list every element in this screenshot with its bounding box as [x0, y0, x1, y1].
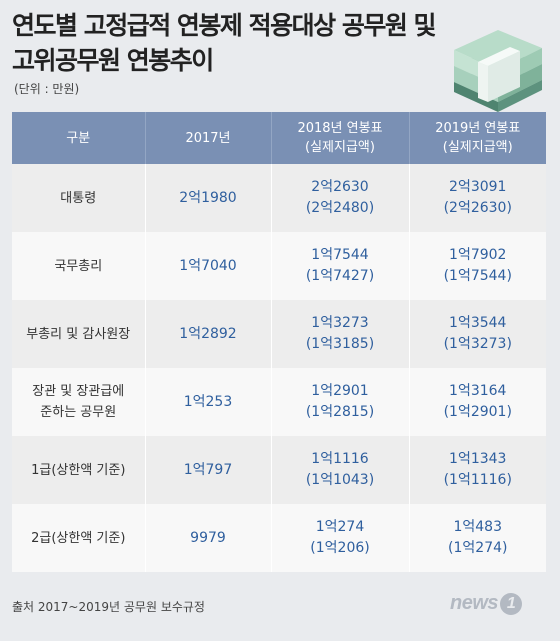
cell-2019: 1억3544 (1억3273)	[408, 300, 546, 368]
cell-2018: 1억2901 (1억2815)	[270, 368, 409, 436]
salary-table: 구분 2017년 2018년 연봉표 (실제지급액) 2019년 연봉표 (실제…	[12, 112, 546, 572]
cell-2018: 1억7544 (1억7427)	[270, 232, 409, 300]
cell-2018: 2억2630 (2억2480)	[270, 164, 409, 232]
cell-2018: 1억274 (1억206)	[270, 504, 409, 572]
page-title: 연도별 고정급적 연봉제 적용대상 공무원 및 고위공무원 연봉추이	[12, 8, 437, 78]
table-row: 부총리 및 감사원장 1억2892 1억3273 (1억3185) 1억3544(…	[12, 300, 546, 368]
row-label: 국무총리	[12, 232, 145, 300]
unit-label: (단위 : 만원)	[14, 82, 80, 96]
header-2017: 2017년	[144, 112, 271, 164]
money-stack-icon	[454, 30, 542, 112]
table-row: 장관 및 장관급에 준하는 공무원 1억253 1억2901 (1억2815) 1억…	[12, 368, 546, 436]
cell-2017: 1억2892	[144, 300, 271, 368]
header-category: 구분	[12, 112, 145, 164]
table-row: 2급(상한액 기준) 9979 1억274 (1억206) 1억483 (1억274…	[12, 504, 546, 572]
row-label: 대통령	[12, 164, 145, 232]
cell-2019: 1억1343 (1억1116)	[408, 436, 546, 504]
header-2019: 2019년 연봉표 (실제지급액)	[408, 112, 546, 164]
cell-2019: 1억3164 (1억2901)	[408, 368, 546, 436]
row-label: 장관 및 장관급에 준하는 공무원	[12, 368, 145, 436]
cell-2017: 1억797	[144, 436, 271, 504]
cell-2019: 2억3091 (2억2630)	[408, 164, 546, 232]
title-line-1: 연도별 고정급적 연봉제 적용대상 공무원 및	[12, 11, 437, 40]
source-note: 출처 2017~2019년 공무원 보수규정	[12, 600, 205, 614]
cell-2018: 1억1116 (1억1043)	[270, 436, 409, 504]
title-line-2: 고위공무원 연봉추이	[12, 46, 214, 75]
row-label: 부총리 및 감사원장	[12, 300, 145, 368]
row-label: 1급(상한액 기준)	[12, 436, 145, 504]
cell-2018: 1억3273 (1억3185)	[270, 300, 409, 368]
cell-2017: 2억1980	[144, 164, 271, 232]
news1-logo: news 1	[450, 592, 523, 615]
cell-2017: 1억253	[144, 368, 271, 436]
cell-2019: 1억483 (1억274)	[408, 504, 546, 572]
row-label: 2급(상한액 기준)	[12, 504, 145, 572]
cell-2017: 9979	[144, 504, 271, 572]
cell-2017: 1억7040	[144, 232, 271, 300]
table-row: 1급(상한액 기준) 1억797 1억1116 (1억1043) 1억1343 (1…	[12, 436, 546, 504]
table-header-row: 구분 2017년 2018년 연봉표 (실제지급액) 2019년 연봉표 (실제…	[12, 112, 546, 164]
table-row: 국무총리 1억7040 1억7544 (1억7427) 1억7902 (1억7544…	[12, 232, 546, 300]
cell-2019: 1억7902 (1억7544)	[408, 232, 546, 300]
header-2018: 2018년 연봉표 (실제지급액)	[270, 112, 409, 164]
table-row: 대통령 2억1980 2억2630 (2억2480) 2억3091 (2억2630)	[12, 164, 546, 232]
